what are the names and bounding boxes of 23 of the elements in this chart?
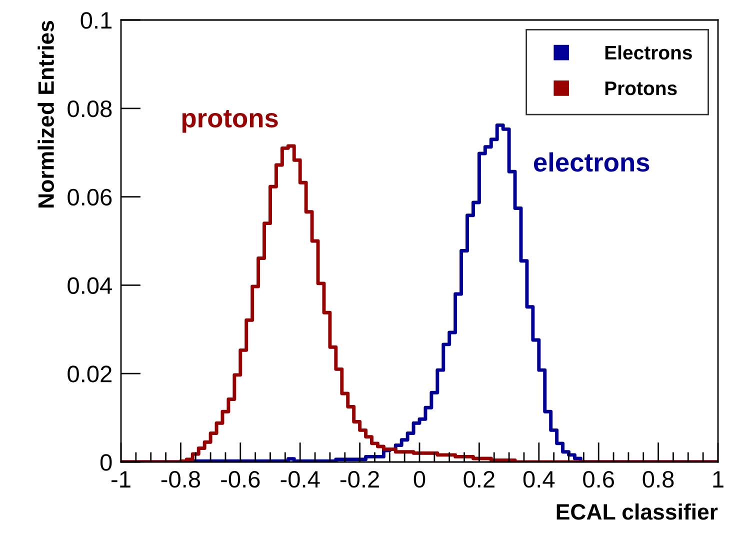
x-tick-label: 0.8 xyxy=(642,470,674,488)
x-tick-label: -0.6 xyxy=(221,470,260,488)
legend-label: Electrons xyxy=(605,45,692,60)
annotation: electrons xyxy=(534,152,650,172)
x-tick-label: -0.8 xyxy=(161,470,200,488)
x-tick-label: -0.2 xyxy=(340,470,379,488)
y-tick-label: 0.02 xyxy=(68,366,112,382)
y-tick-label: 0 xyxy=(100,454,112,471)
x-tick-label: 0.2 xyxy=(464,470,494,488)
legend-label: Protons xyxy=(605,82,677,96)
x-tick-label: 0 xyxy=(414,470,426,488)
x-tick-label: 0.4 xyxy=(523,470,555,488)
x-tick-label: 0.6 xyxy=(583,470,614,488)
x-tick-label: -1 xyxy=(112,471,130,488)
x-axis-title: ECAL classifier xyxy=(556,503,718,520)
y-tick-label: 0.04 xyxy=(68,277,112,294)
x-tick-label: -0.4 xyxy=(280,470,320,488)
x-tick-label: 1 xyxy=(713,471,724,488)
y-tick-label: 0.08 xyxy=(68,100,112,118)
y-tick-label: 0.1 xyxy=(80,12,112,29)
y-tick-label: 0.06 xyxy=(68,188,112,206)
y-axis-title: Normlized Entries xyxy=(38,20,54,208)
annotation: protons xyxy=(182,110,278,133)
